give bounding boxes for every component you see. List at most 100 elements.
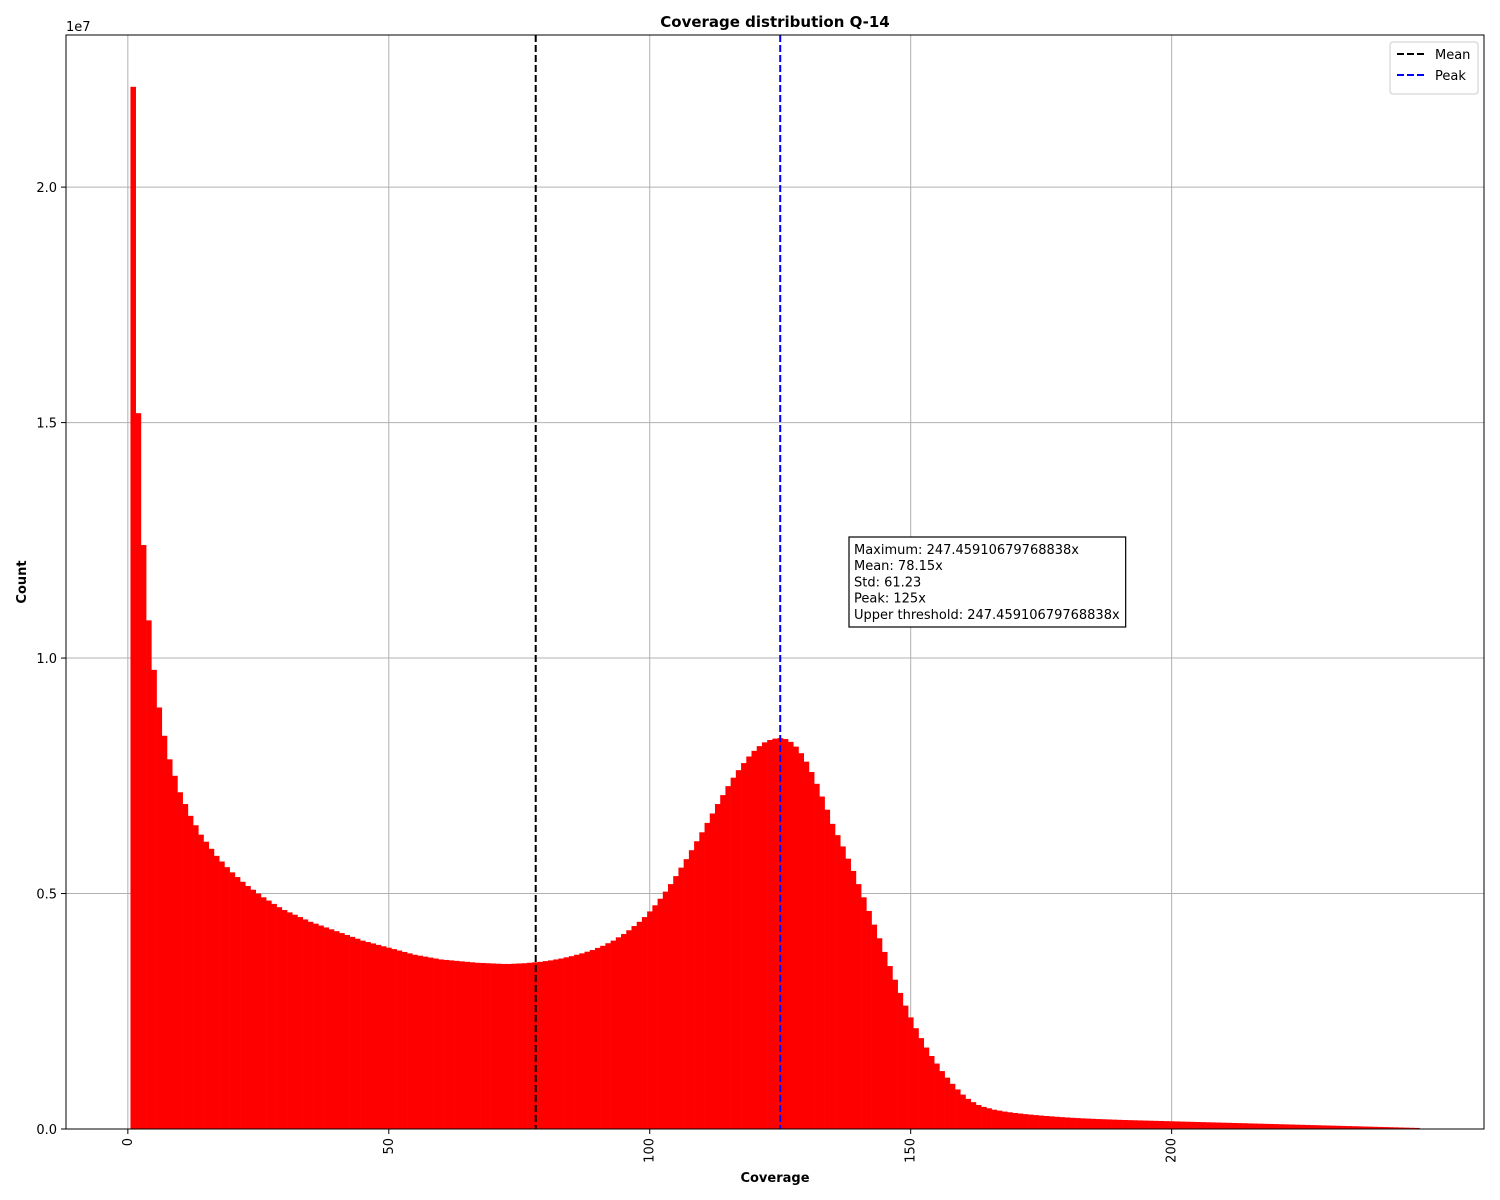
bar xyxy=(1064,1117,1071,1129)
bar xyxy=(521,963,528,1129)
bar xyxy=(584,951,591,1129)
bar xyxy=(662,891,669,1129)
bar xyxy=(1299,1124,1306,1129)
bar xyxy=(955,1089,961,1129)
bar xyxy=(694,841,700,1129)
x-tick-label: 100 xyxy=(643,1138,658,1163)
bar xyxy=(135,413,142,1130)
bar xyxy=(307,921,314,1129)
bar xyxy=(1163,1121,1170,1129)
bar xyxy=(1268,1123,1274,1129)
bar xyxy=(1205,1122,1212,1129)
y-offset-label: 1e7 xyxy=(66,20,91,35)
bar xyxy=(1289,1124,1295,1129)
bar xyxy=(1116,1119,1123,1129)
bar xyxy=(1075,1118,1081,1129)
bar xyxy=(558,958,564,1129)
bar xyxy=(161,735,168,1129)
bar xyxy=(1158,1120,1165,1129)
bar xyxy=(1022,1114,1029,1129)
bar xyxy=(422,956,429,1129)
y-axis-label: Count xyxy=(15,560,30,603)
bar xyxy=(1377,1126,1384,1129)
bar xyxy=(172,775,178,1129)
bar xyxy=(187,815,194,1129)
bar xyxy=(490,963,497,1129)
bar xyxy=(1148,1120,1154,1129)
bar xyxy=(443,959,450,1129)
bar xyxy=(1242,1123,1248,1129)
bar xyxy=(918,1038,925,1129)
bar xyxy=(1069,1117,1076,1129)
bar xyxy=(845,858,851,1129)
bar xyxy=(761,742,768,1129)
bar xyxy=(1090,1118,1097,1129)
legend-label: Mean xyxy=(1435,48,1470,63)
bar xyxy=(1294,1124,1300,1129)
y-tick-label: 0.5 xyxy=(36,888,57,903)
bar xyxy=(339,933,345,1129)
bar xyxy=(1304,1124,1311,1129)
bar xyxy=(1017,1113,1024,1129)
bar xyxy=(803,761,810,1129)
bar xyxy=(360,940,366,1129)
bar xyxy=(668,884,674,1129)
annotation-box xyxy=(848,536,1127,628)
bar xyxy=(234,877,241,1129)
bar xyxy=(1221,1122,1227,1129)
x-tick-label: 0 xyxy=(121,1138,136,1146)
bar xyxy=(1189,1121,1196,1129)
bar xyxy=(563,957,570,1129)
annotation-text: Mean: 78.15x xyxy=(854,559,943,574)
legend-label: Peak xyxy=(1435,69,1466,84)
bar xyxy=(354,938,361,1129)
bar xyxy=(1330,1125,1337,1129)
bar xyxy=(292,914,298,1129)
bar xyxy=(219,861,225,1129)
bar xyxy=(370,943,377,1129)
bar xyxy=(380,946,387,1129)
bar xyxy=(1002,1111,1008,1129)
bar xyxy=(464,961,470,1129)
bar xyxy=(1257,1123,1264,1129)
bar xyxy=(615,937,622,1129)
bar xyxy=(1393,1127,1399,1129)
bar xyxy=(970,1102,977,1129)
bar xyxy=(741,763,747,1129)
bar xyxy=(365,942,371,1129)
bar xyxy=(1127,1120,1133,1129)
bar xyxy=(605,943,611,1129)
bar xyxy=(767,740,773,1129)
bar xyxy=(1403,1127,1410,1129)
bar xyxy=(621,934,627,1129)
bar xyxy=(474,962,481,1129)
bar xyxy=(850,870,857,1129)
bar xyxy=(1142,1120,1149,1129)
bar xyxy=(923,1047,930,1129)
bar xyxy=(318,925,324,1129)
bar xyxy=(333,931,340,1129)
bar xyxy=(574,954,580,1129)
bar xyxy=(229,872,236,1129)
bar xyxy=(1372,1126,1379,1129)
bar xyxy=(255,893,262,1129)
bar xyxy=(438,959,444,1129)
bar xyxy=(287,912,293,1129)
bar xyxy=(396,950,403,1129)
bar xyxy=(876,938,883,1129)
bar xyxy=(203,841,210,1129)
bar xyxy=(1247,1123,1253,1129)
bar xyxy=(1048,1116,1055,1129)
y-tick-label: 2.0 xyxy=(36,181,57,196)
bar xyxy=(1356,1126,1363,1129)
bar xyxy=(657,898,664,1129)
bar xyxy=(631,926,637,1129)
bar xyxy=(939,1071,945,1129)
bar xyxy=(965,1098,972,1129)
bar xyxy=(1216,1122,1222,1129)
bar xyxy=(782,739,789,1129)
bar xyxy=(140,545,147,1129)
bar xyxy=(772,738,778,1129)
bar xyxy=(250,889,257,1129)
bar xyxy=(855,884,862,1129)
